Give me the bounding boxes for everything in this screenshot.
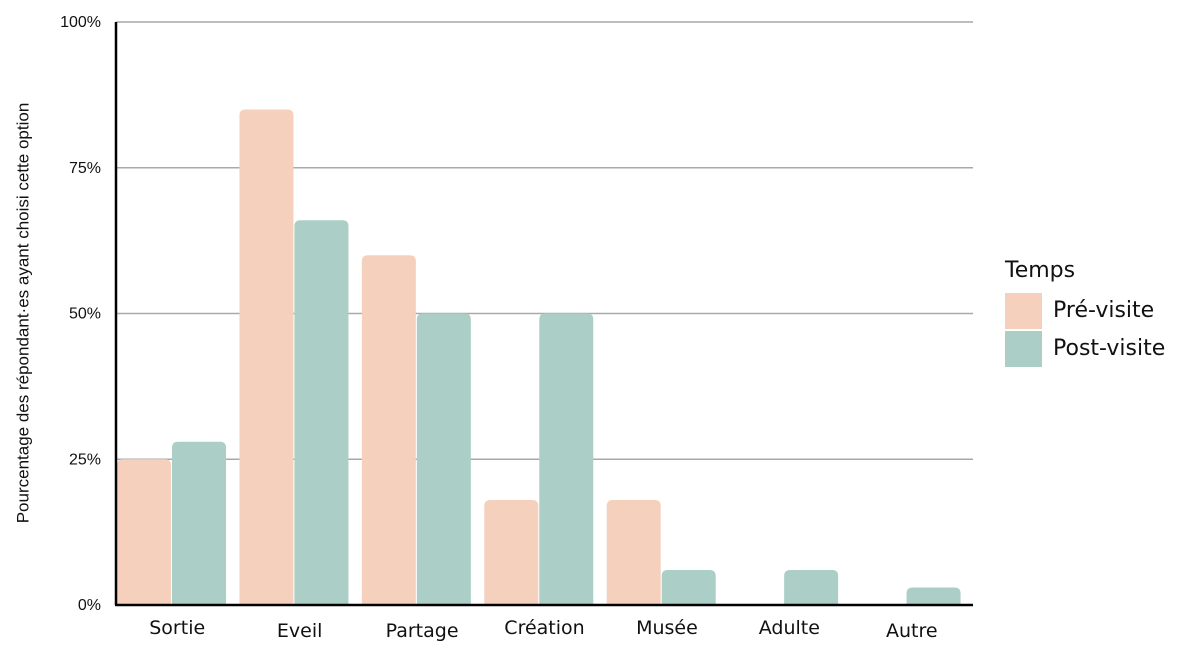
bar-pre-visite-partage — [361, 255, 416, 605]
legend-swatch — [1005, 293, 1042, 329]
bar-post-visite-adulte — [784, 570, 839, 605]
x-category-label: Autre — [886, 620, 938, 642]
legend-label: Pré-visite — [1053, 298, 1154, 323]
x-category-label: Partage — [386, 620, 459, 642]
y-tick-label: 25% — [69, 451, 101, 468]
y-tick-label: 75% — [69, 160, 101, 177]
legend-label: Post-visite — [1053, 336, 1165, 361]
bar-pre-visite-eveil — [239, 109, 294, 605]
bar-post-visite-partage — [416, 313, 471, 605]
y-axis-label: Pourcentage des répondant·es ayant chois… — [13, 103, 32, 524]
legend-title: Temps — [1004, 258, 1075, 283]
bars — [117, 109, 961, 605]
y-tick-label: 100% — [60, 14, 101, 31]
bar-post-visite-eveil — [294, 220, 349, 605]
bar-post-visite-musée — [661, 570, 716, 605]
axes — [114, 22, 973, 607]
bar-pre-visite-création — [484, 500, 539, 605]
bar-pre-visite-musée — [606, 500, 661, 605]
x-category-label: Sortie — [149, 617, 205, 639]
bar-pre-visite-sortie — [117, 459, 171, 605]
x-category-label: Musée — [636, 617, 698, 639]
y-tick-label: 50% — [69, 306, 101, 323]
y-tick-label: 0% — [78, 597, 101, 614]
x-axis-categories: Sortie Eveil Partage Création Musée Adulte Aut… — [149, 617, 937, 642]
bar-post-visite-sortie — [172, 441, 226, 605]
x-category-label: Eveil — [277, 620, 323, 642]
x-category-label: Création — [504, 617, 584, 639]
legend: Temps Pré-visite Post-visite — [1004, 258, 1165, 367]
y-axis-ticks: 0% 25% 50% 75% 100% — [60, 14, 101, 614]
legend-swatch — [1005, 331, 1042, 367]
bar-post-visite-autre — [906, 587, 961, 605]
bar-post-visite-création — [539, 313, 594, 605]
x-category-label: Adulte — [759, 617, 820, 639]
